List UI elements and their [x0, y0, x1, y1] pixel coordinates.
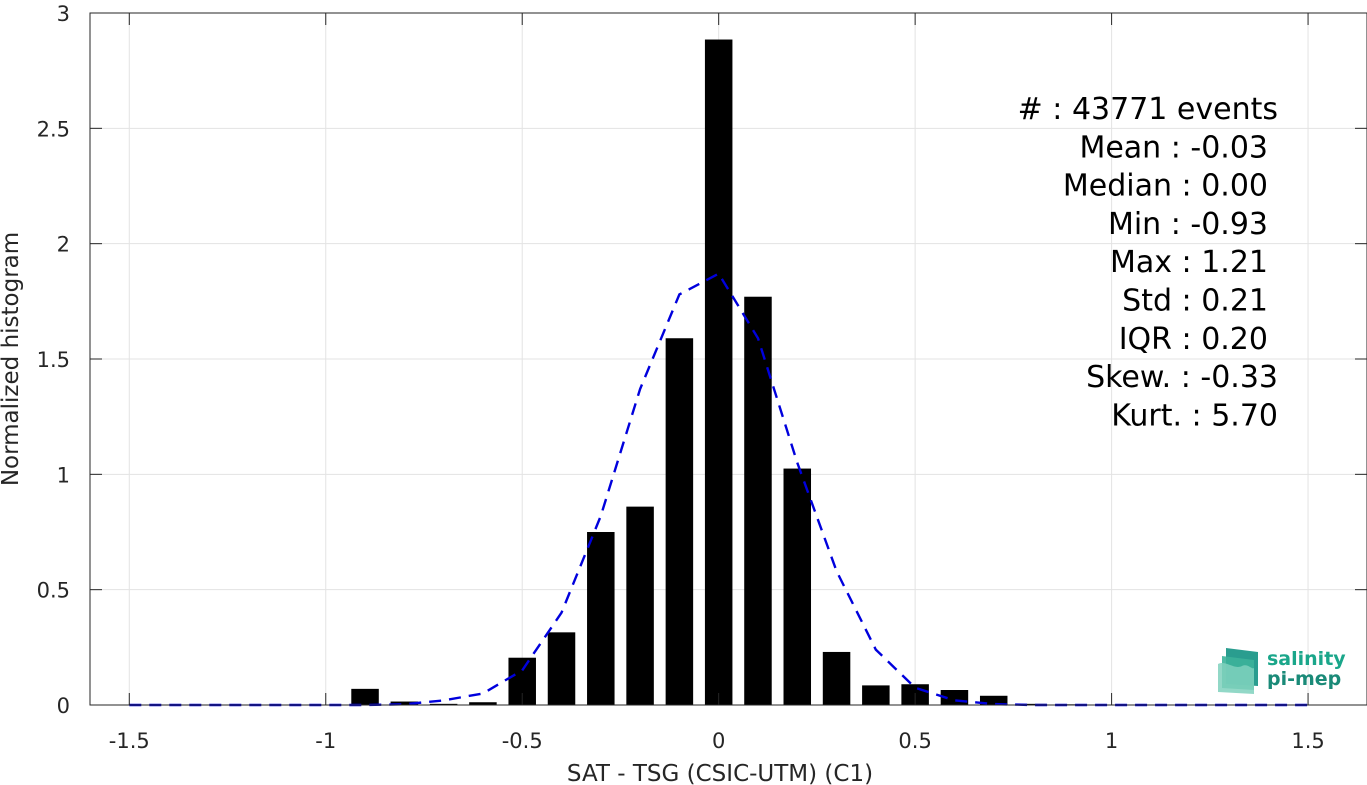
x-tick-label: 0: [712, 729, 725, 753]
histogram-bar: [1019, 703, 1047, 705]
histogram-bar: [429, 703, 458, 705]
stat-line: IQR : 0.20: [1119, 322, 1268, 357]
stat-line: Kurt. : 5.70: [1111, 398, 1278, 433]
stat-line: Skew. : -0.33: [1086, 360, 1278, 395]
histogram-bar: [665, 338, 694, 705]
y-axis-ticks: 0 0.5 1 1.5 2 2.5 3: [37, 2, 1367, 718]
y-axis-label: Normalized histogram: [0, 232, 24, 486]
x-axis-label: SAT - TSG (CSIC-UTM) (C1): [567, 761, 873, 785]
histogram-bar: [862, 685, 890, 705]
histogram-bar: [587, 532, 615, 705]
stat-line: Mean : -0.03: [1079, 130, 1268, 165]
y-tick-label: 2.5: [37, 117, 70, 141]
x-tick-label: -1.5: [109, 729, 150, 753]
wave-logo-icon: [1218, 648, 1258, 694]
histogram-bar: [547, 632, 576, 705]
x-tick-label: 0.5: [898, 729, 931, 753]
salinity-pi-mep-logo: salinity pi-mep: [1218, 648, 1346, 694]
histogram-bar: [351, 688, 379, 705]
y-tick-label: 1: [57, 463, 70, 487]
histogram-bar: [704, 39, 733, 705]
y-tick-label: 2: [57, 233, 70, 257]
stat-line: # : 43771 events: [1018, 92, 1278, 127]
histogram-bar: [979, 695, 1008, 705]
stat-line: Median : 0.00: [1063, 169, 1268, 204]
y-tick-label: 1.5: [37, 348, 70, 372]
x-tick-label: 1.5: [1291, 729, 1324, 753]
x-axis-ticks: -1.5 -1 -0.5 0 0.5 1 1.5: [109, 13, 1325, 753]
histogram-bar: [469, 702, 497, 705]
x-tick-label: -1: [315, 729, 336, 753]
y-tick-label: 0: [57, 694, 70, 718]
histogram-bars: [351, 39, 1165, 705]
stat-line: Std : 0.21: [1122, 284, 1268, 319]
y-tick-label: 0.5: [37, 579, 70, 603]
x-tick-label: -0.5: [502, 729, 543, 753]
histogram-bar: [744, 296, 772, 705]
x-tick-label: 1: [1105, 729, 1118, 753]
stat-line: Max : 1.21: [1110, 245, 1268, 280]
histogram-bar: [626, 506, 654, 705]
y-tick-label: 3: [57, 2, 70, 26]
logo-text-pi-mep: pi-mep: [1267, 668, 1341, 690]
histogram-bar: [822, 651, 851, 705]
stat-line: Min : -0.93: [1108, 207, 1268, 242]
logo-text-salinity: salinity: [1267, 648, 1346, 670]
histogram-bar: [390, 701, 419, 705]
histogram-bar: [783, 468, 812, 705]
